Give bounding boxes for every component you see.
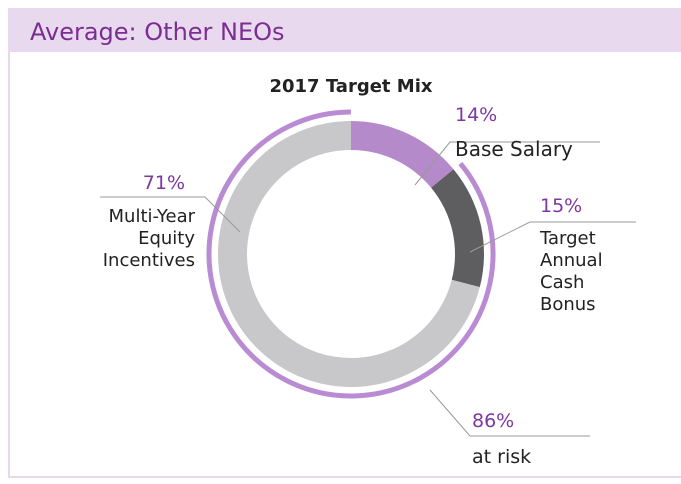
panel	[8, 8, 681, 478]
panel-header: Average: Other NEOs	[8, 8, 681, 52]
at-risk-arc	[206, 109, 496, 399]
value-label: 14%	[455, 104, 498, 126]
category-label: Multi-Year Equity Incentives	[102, 206, 195, 271]
donut-segment	[431, 169, 485, 288]
leader-line	[469, 221, 636, 253]
donut-segment	[351, 121, 454, 188]
value-label: 71%	[142, 172, 185, 194]
leader-line	[429, 389, 590, 437]
value-label: 15%	[540, 195, 583, 217]
value-label: 86%	[472, 410, 515, 432]
category-label: Target Annual Cash Bonus	[540, 228, 603, 315]
category-label: Base Salary	[455, 137, 573, 161]
leader-line	[414, 141, 600, 186]
leader-line	[100, 196, 241, 233]
annotation-label: at risk	[472, 446, 532, 468]
chart-title: 2017 Target Mix	[269, 76, 433, 97]
